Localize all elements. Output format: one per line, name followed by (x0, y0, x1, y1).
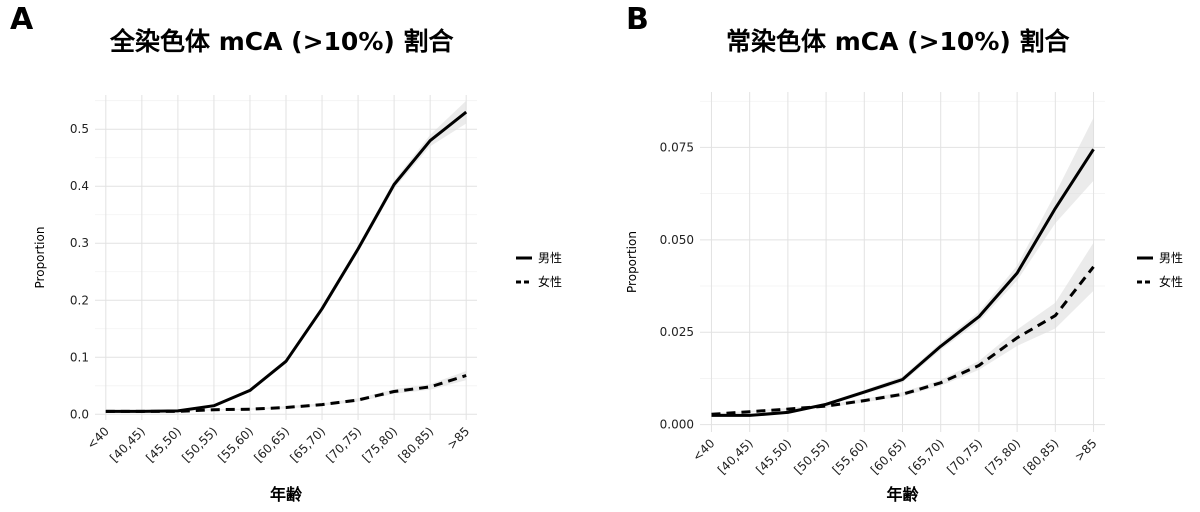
chart-a-x-tick-label: >85 (445, 424, 473, 452)
chart-a-x-tick-label: [70,75) (323, 424, 364, 465)
chart-b-y-axis-label: Proportion (625, 231, 639, 293)
chart-b-series-0-line (711, 148, 1095, 417)
panel-a-title: 全染色体 mCA (>10%) 割合 (110, 27, 454, 56)
chart-b-x-tick-label: [75,80) (982, 436, 1023, 477)
chart-b-x-tick-label: [65,70) (906, 436, 947, 477)
chart-a-y-axis-label: Proportion (33, 227, 47, 289)
chart-a-x-axis-label: 年齢 (270, 485, 303, 504)
chart-a-series-1-line (105, 374, 467, 413)
chart-a-x-tick-label: [40,45) (107, 424, 148, 465)
panel-b-letter: B (626, 2, 649, 37)
chart-b-x-axis-label: 年齢 (886, 485, 919, 504)
chart-b-x-tick-label: [50,55) (791, 436, 832, 477)
chart-a-x-tick-label: [75,80) (359, 424, 400, 465)
chart-a-y-tick-label: 0.4 (70, 179, 89, 193)
chart-a-x-tick-label: [50,55) (179, 424, 220, 465)
chart-a-legend-label-1: 女性 (538, 274, 562, 289)
chart-b-x-tick-label: [70,75) (944, 436, 985, 477)
chart-b-y-tick-label: 0.075 (660, 140, 694, 154)
chart-a-y-tick-label: 0.3 (70, 236, 89, 250)
panel-b-title: 常染色体 mCA (>10%) 割合 (726, 27, 1070, 56)
chart-a-y-tick-label: 0.2 (70, 293, 89, 307)
chart-b-x-tick-label: <40 (690, 436, 718, 464)
chart-a-legend-label-0: 男性 (538, 251, 562, 265)
chart-b-series-0-ci-ribbon (711, 117, 1094, 417)
chart-b-y-tick-label: 0.050 (660, 233, 694, 247)
chart-b-x-tick-label: [45,50) (753, 436, 794, 477)
chart-b-x-tick-label: [60,65) (868, 436, 909, 477)
chart-a-y-tick-label: 0.0 (70, 407, 89, 421)
chart-b-x-tick-label: [80,85) (1021, 436, 1062, 477)
chart-b-series-1-line (711, 265, 1095, 416)
chart-b-x-tick-label: [55,60) (830, 436, 871, 477)
chart-b-x-tick-label: [40,45) (715, 436, 756, 477)
chart-b-legend-label-0: 男性 (1159, 251, 1183, 265)
chart-b-legend-label-1: 女性 (1159, 274, 1183, 289)
chart-a-x-tick-label: [65,70) (287, 424, 328, 465)
chart-b-y-tick-label: 0.000 (660, 418, 694, 432)
chart-a-x-tick-label: <40 (84, 424, 112, 452)
chart-a-x-tick-label: [45,50) (143, 424, 184, 465)
chart-a-y-tick-label: 0.1 (70, 350, 89, 364)
chart-b-x-tick-label: >85 (1072, 436, 1100, 464)
panel-a-letter: A (10, 2, 34, 37)
chart-a-x-tick-label: [60,65) (251, 424, 292, 465)
chart-a-y-tick-label: 0.5 (70, 122, 89, 136)
chart-a-x-tick-label: [80,85) (395, 424, 436, 465)
chart-b-y-tick-label: 0.025 (660, 325, 694, 339)
chart-a-x-tick-label: [55,60) (215, 424, 256, 465)
